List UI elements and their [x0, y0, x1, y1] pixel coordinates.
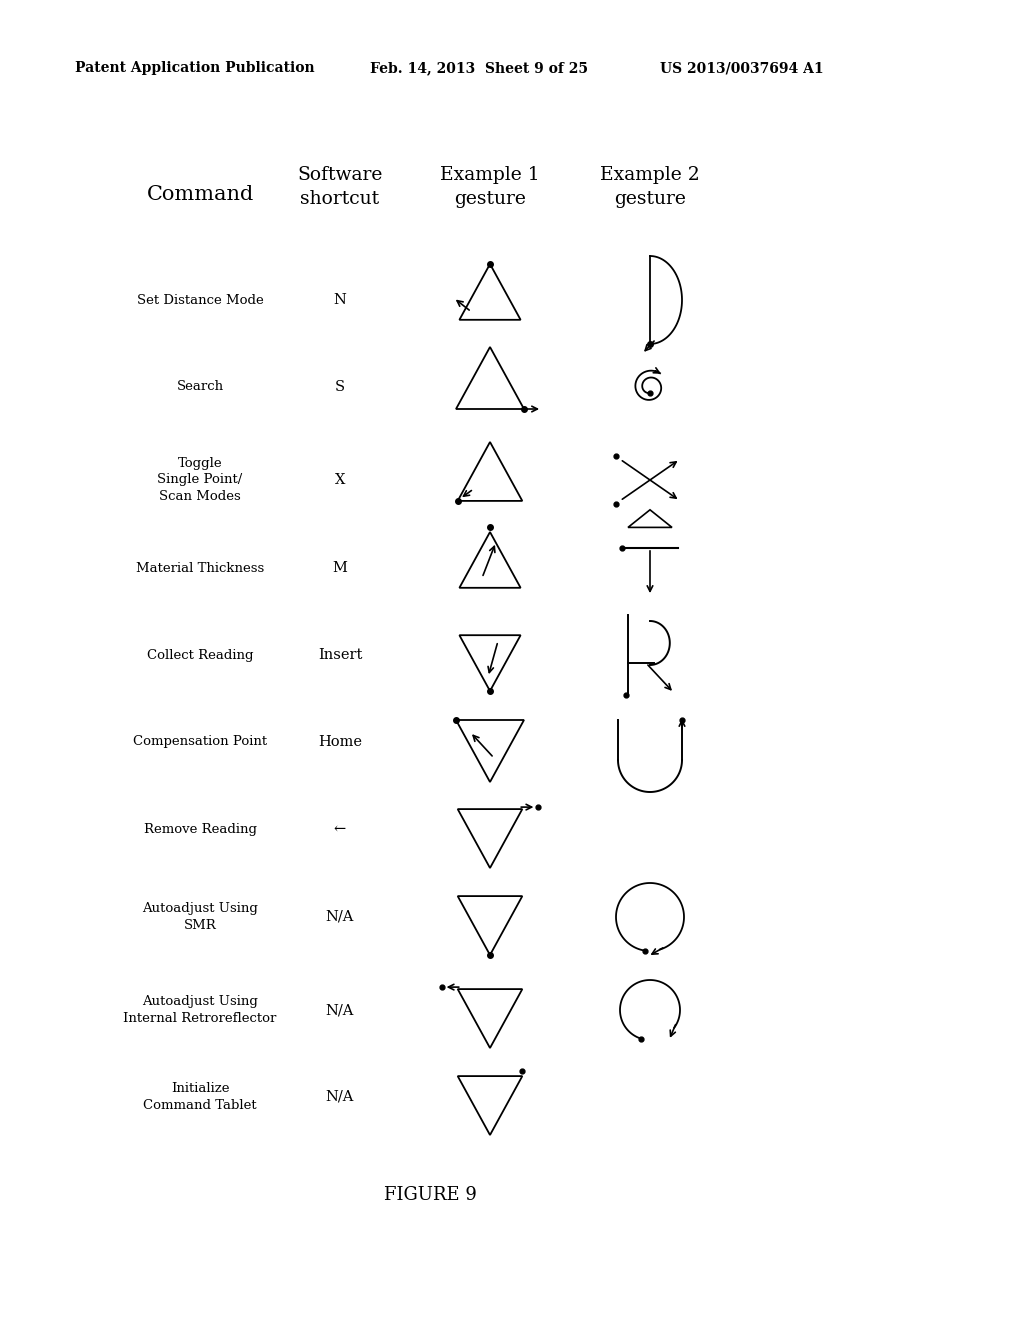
Text: Home: Home — [318, 735, 362, 748]
Text: Toggle
Single Point/
Scan Modes: Toggle Single Point/ Scan Modes — [158, 457, 243, 503]
Text: Command: Command — [146, 186, 254, 205]
Text: X: X — [335, 473, 345, 487]
Text: N: N — [334, 293, 346, 308]
Text: Set Distance Mode: Set Distance Mode — [136, 293, 263, 306]
Text: US 2013/0037694 A1: US 2013/0037694 A1 — [660, 61, 823, 75]
Text: M: M — [333, 561, 347, 576]
Text: S: S — [335, 380, 345, 393]
Text: Initialize
Command Tablet: Initialize Command Tablet — [143, 1082, 257, 1111]
Text: Example 1
gesture: Example 1 gesture — [440, 165, 540, 209]
Text: Insert: Insert — [317, 648, 362, 663]
Text: ←: ← — [334, 822, 346, 837]
Text: Feb. 14, 2013  Sheet 9 of 25: Feb. 14, 2013 Sheet 9 of 25 — [370, 61, 588, 75]
Text: Collect Reading: Collect Reading — [146, 648, 253, 661]
Text: N/A: N/A — [326, 1003, 354, 1016]
Text: Compensation Point: Compensation Point — [133, 735, 267, 748]
Text: N/A: N/A — [326, 909, 354, 924]
Text: Software
shortcut: Software shortcut — [297, 165, 383, 209]
Text: N/A: N/A — [326, 1090, 354, 1104]
Text: Material Thickness: Material Thickness — [136, 561, 264, 574]
Text: FIGURE 9: FIGURE 9 — [384, 1185, 476, 1204]
Text: Remove Reading: Remove Reading — [143, 824, 256, 837]
Text: Search: Search — [176, 380, 223, 393]
Text: Patent Application Publication: Patent Application Publication — [75, 61, 314, 75]
Text: Example 2
gesture: Example 2 gesture — [600, 165, 699, 209]
Text: Autoadjust Using
SMR: Autoadjust Using SMR — [142, 902, 258, 932]
Text: Autoadjust Using
Internal Retroreflector: Autoadjust Using Internal Retroreflector — [123, 995, 276, 1026]
